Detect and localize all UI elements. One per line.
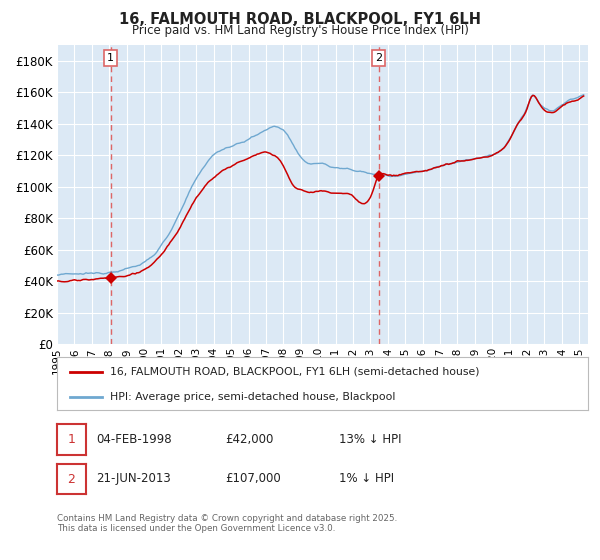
Text: £107,000: £107,000 [225, 472, 281, 486]
Text: 1: 1 [67, 433, 76, 446]
Text: 16, FALMOUTH ROAD, BLACKPOOL, FY1 6LH (semi-detached house): 16, FALMOUTH ROAD, BLACKPOOL, FY1 6LH (s… [110, 367, 479, 377]
Text: HPI: Average price, semi-detached house, Blackpool: HPI: Average price, semi-detached house,… [110, 391, 395, 402]
Text: 21-JUN-2013: 21-JUN-2013 [96, 472, 171, 486]
Text: Contains HM Land Registry data © Crown copyright and database right 2025.
This d: Contains HM Land Registry data © Crown c… [57, 514, 397, 534]
Text: 2: 2 [375, 53, 382, 63]
Text: 1: 1 [107, 53, 114, 63]
Text: 13% ↓ HPI: 13% ↓ HPI [339, 433, 401, 446]
Text: £42,000: £42,000 [225, 433, 274, 446]
Text: 1% ↓ HPI: 1% ↓ HPI [339, 472, 394, 486]
Text: Price paid vs. HM Land Registry's House Price Index (HPI): Price paid vs. HM Land Registry's House … [131, 24, 469, 37]
Text: 04-FEB-1998: 04-FEB-1998 [96, 433, 172, 446]
Text: 2: 2 [67, 473, 76, 486]
Text: 16, FALMOUTH ROAD, BLACKPOOL, FY1 6LH: 16, FALMOUTH ROAD, BLACKPOOL, FY1 6LH [119, 12, 481, 27]
